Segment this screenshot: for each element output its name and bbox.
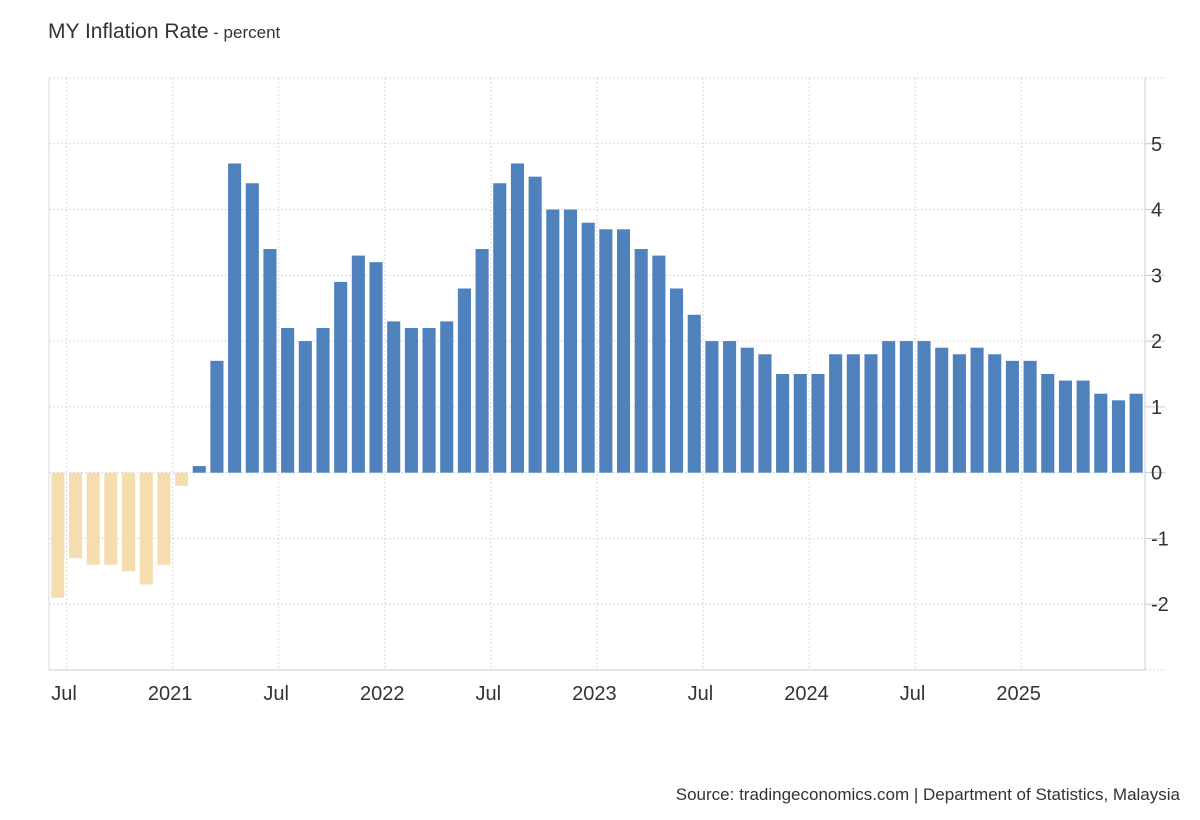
bar[interactable] [528, 176, 542, 473]
x-tick-label: Jul [688, 683, 714, 705]
source-note: Source: tradingeconomics.com | Departmen… [675, 785, 1180, 804]
y-tick-label: 2 [1151, 331, 1162, 353]
bar[interactable] [652, 255, 666, 473]
bars-layer [51, 163, 1143, 598]
bar[interactable] [139, 472, 153, 585]
axis-layer [48, 78, 1165, 671]
x-tick-label: 2025 [996, 683, 1041, 705]
bar[interactable] [970, 347, 984, 473]
bar[interactable] [1041, 374, 1055, 473]
bar[interactable] [740, 347, 754, 473]
bar[interactable] [952, 354, 966, 473]
bar[interactable] [51, 472, 65, 598]
chart-subtitle: - percent [213, 23, 281, 42]
bar[interactable] [68, 472, 83, 559]
bar[interactable] [440, 321, 454, 473]
x-tick-label: Jul [900, 683, 926, 705]
chart-title-block: MY Inflation Rate - percent [48, 20, 280, 44]
bar[interactable] [263, 249, 277, 473]
bar[interactable] [687, 314, 701, 473]
y-tick-label: 0 [1151, 463, 1162, 485]
bar[interactable] [935, 347, 949, 473]
bar[interactable] [510, 163, 524, 473]
y-tick-label: -1 [1151, 528, 1169, 550]
bar[interactable] [351, 255, 365, 473]
bar[interactable] [846, 354, 860, 473]
bar[interactable] [1111, 400, 1126, 473]
bar[interactable] [723, 341, 737, 473]
bar[interactable] [334, 281, 348, 473]
bar[interactable] [457, 288, 471, 473]
bar[interactable] [793, 374, 807, 473]
bar[interactable] [546, 209, 560, 473]
bar[interactable] [1076, 380, 1090, 473]
bar[interactable] [210, 360, 224, 473]
bar[interactable] [281, 327, 295, 473]
chart-title: MY Inflation Rate [48, 20, 209, 43]
y-tick-label: 5 [1151, 134, 1162, 156]
bar[interactable] [122, 472, 136, 572]
bar[interactable] [404, 327, 418, 473]
bar[interactable] [298, 341, 312, 473]
x-tick-label: Jul [475, 683, 501, 705]
bar[interactable] [157, 472, 171, 565]
bar[interactable] [175, 472, 189, 486]
y-tick-label: 4 [1151, 200, 1162, 222]
y-tick-label: -2 [1151, 594, 1169, 616]
bar[interactable] [581, 222, 595, 473]
bar[interactable] [228, 163, 242, 473]
x-tick-label: 2021 [148, 683, 193, 705]
bar[interactable] [1005, 360, 1019, 473]
bar[interactable] [864, 354, 878, 473]
bar[interactable] [634, 249, 648, 473]
bar[interactable] [616, 229, 631, 473]
bar[interactable] [316, 327, 330, 473]
bar[interactable] [104, 472, 118, 565]
bar[interactable] [86, 472, 100, 565]
bar[interactable] [829, 354, 843, 473]
bar[interactable] [917, 341, 931, 473]
bar[interactable] [1129, 393, 1143, 473]
y-tick-label: 1 [1151, 397, 1162, 419]
bar[interactable] [245, 183, 259, 473]
x-tick-label: 2023 [572, 683, 617, 705]
bar[interactable] [705, 341, 719, 473]
y-tick-label: 3 [1151, 265, 1162, 287]
bar[interactable] [475, 249, 489, 473]
bar[interactable] [988, 354, 1002, 473]
bar[interactable] [563, 209, 578, 473]
x-tick-label: 2022 [360, 683, 405, 705]
bar[interactable] [493, 183, 507, 473]
bar[interactable] [1058, 380, 1072, 473]
bar[interactable] [899, 341, 913, 473]
bar[interactable] [670, 288, 684, 473]
bar[interactable] [882, 341, 896, 473]
labels-layer: Jul 2021 Jul 2022 Jul 2023 Jul 2024 Jul 2025 -2 -1 0… [51, 134, 1169, 705]
x-tick-label: Jul [263, 683, 289, 705]
bar[interactable] [387, 321, 401, 473]
bar[interactable] [192, 466, 206, 473]
x-tick-label: Jul [51, 683, 77, 705]
bar[interactable] [422, 327, 436, 473]
x-tick-label: 2024 [784, 683, 829, 705]
bar[interactable] [758, 354, 772, 473]
inflation-bar-chart: Jul 2021 Jul 2022 Jul 2023 Jul 2024 Jul 2025 -2 -1 0… [48, 77, 1169, 705]
bar[interactable] [811, 374, 825, 473]
bar[interactable] [776, 374, 790, 473]
bar[interactable] [369, 262, 383, 473]
bar[interactable] [599, 229, 613, 473]
grid-layer [49, 77, 1165, 671]
bar[interactable] [1094, 393, 1108, 473]
bar[interactable] [1023, 360, 1037, 473]
